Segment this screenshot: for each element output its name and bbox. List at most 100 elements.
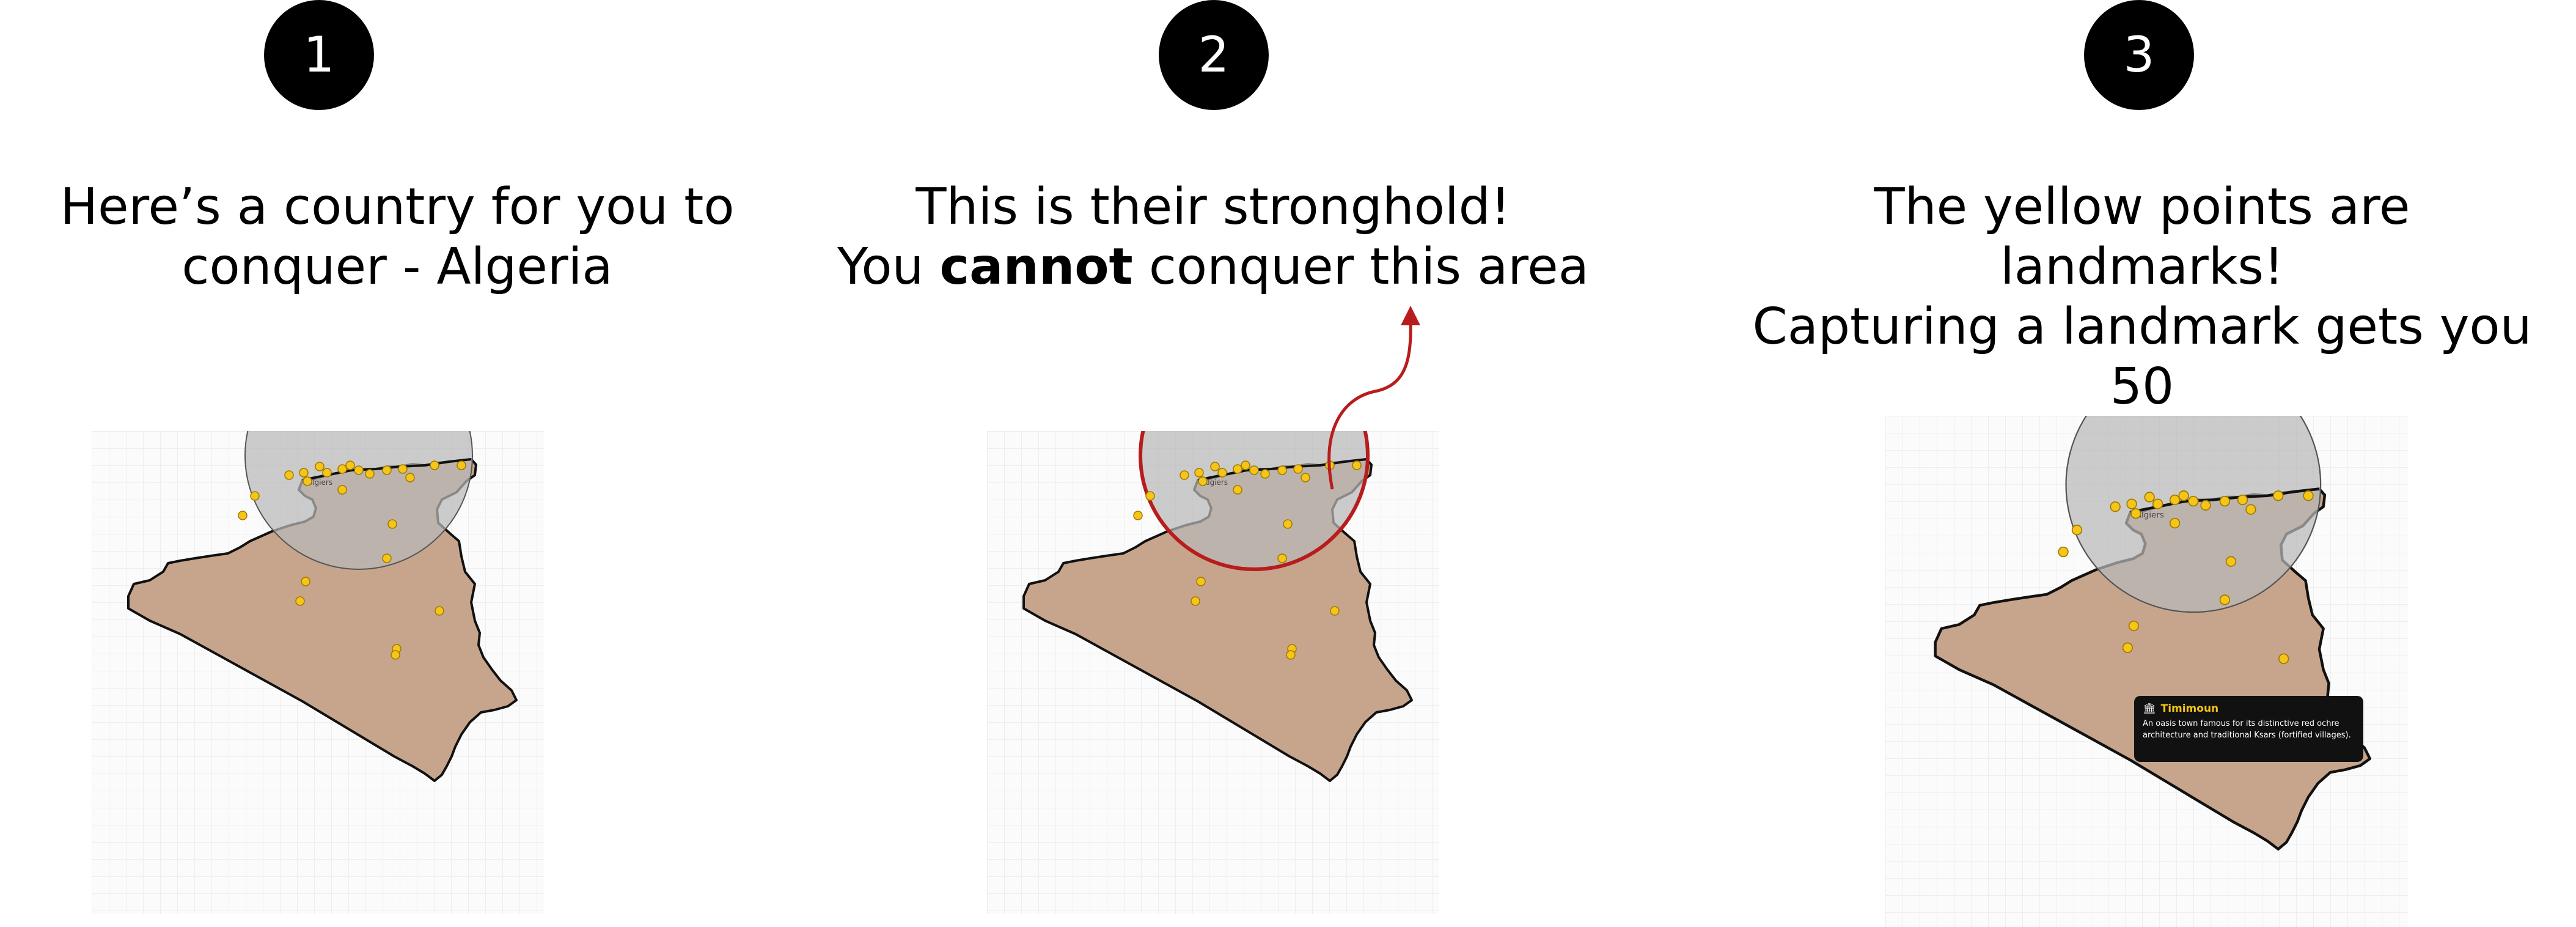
step-badge-1: 1 — [264, 0, 374, 110]
landmark-point — [430, 460, 439, 470]
landmark-point — [365, 469, 375, 479]
landmark-point — [2273, 490, 2284, 501]
arrow-line — [1327, 317, 1412, 490]
landmark-point — [2200, 500, 2211, 511]
landmark-point — [1196, 577, 1206, 586]
capital-label: Algiers — [307, 478, 332, 487]
landmark-point — [2152, 498, 2163, 509]
landmark-point — [1301, 473, 1310, 482]
landmark-point — [405, 473, 415, 482]
landmark-point — [238, 511, 248, 520]
landmark-point — [1233, 485, 1242, 495]
landmark-point — [1283, 519, 1293, 529]
landmark-point — [2128, 620, 2140, 632]
landmark-point — [1194, 468, 1204, 478]
landmark-point — [2245, 504, 2256, 515]
landmark-point — [1198, 476, 1208, 486]
capital-label: Algiers — [2136, 511, 2164, 520]
landmark-point — [354, 465, 364, 475]
landmark-point — [2110, 501, 2121, 512]
landmark-point — [1277, 465, 1287, 475]
landmark-point — [435, 606, 444, 616]
landmark-point — [301, 577, 310, 586]
landmark-point — [1145, 491, 1155, 501]
landmark-point — [1352, 460, 1362, 470]
landmark-point — [2126, 498, 2137, 509]
step-2-caption-post: conquer this area — [1132, 238, 1589, 296]
landmark-point — [315, 462, 325, 471]
step-2-caption-line-1: This is their stronghold! — [916, 178, 1511, 236]
step-badge-2: 2 — [1159, 0, 1269, 110]
landmark-point — [387, 519, 397, 529]
landmark-point — [2219, 496, 2231, 507]
map-panel-1: Algiers — [92, 431, 544, 914]
landmark-point — [1260, 469, 1270, 479]
tooltip-title-row: 🏛 Timimoun — [2143, 702, 2355, 715]
stronghold-area — [2065, 416, 2322, 613]
step-2-caption: This is their stronghold! You cannot con… — [816, 177, 1610, 297]
step-1-caption: Here’s a country for you to conquer - Al… — [0, 177, 794, 297]
map-layer: Algiers — [1022, 431, 1413, 782]
landmark-point — [2169, 494, 2181, 506]
map-svg: Algiers — [127, 431, 518, 782]
landmark-point — [2071, 525, 2083, 536]
landmark-point — [2225, 556, 2237, 567]
landmark-point — [2219, 594, 2231, 605]
step-1-caption-line-2: conquer - Algeria — [182, 238, 613, 296]
museum-icon: 🏛 — [2143, 703, 2156, 715]
step-3-caption-line-2: Capturing a landmark gets you 50 — [1752, 298, 2532, 416]
step-badge-3: 3 — [2084, 0, 2194, 110]
landmark-tooltip: 🏛 Timimoun An oasis town famous for its d… — [2134, 696, 2363, 762]
landmark-point — [2303, 490, 2314, 501]
landmark-point — [1210, 462, 1220, 471]
landmark-point — [1133, 511, 1143, 520]
landmark-point — [391, 650, 400, 660]
landmark-point — [2237, 494, 2248, 506]
landmark-point — [457, 460, 466, 470]
tooltip-description: An oasis town famous for its distinctive… — [2143, 719, 2351, 740]
landmark-point — [337, 485, 347, 495]
stronghold-highlight-ring — [1139, 431, 1370, 571]
landmark-point — [2278, 653, 2289, 664]
landmark-point — [345, 460, 355, 470]
landmark-point — [382, 465, 392, 475]
landmark-point — [1286, 650, 1296, 660]
step-3-caption-line-1: The yellow points are landmarks! — [1874, 178, 2410, 296]
landmark-point — [1249, 465, 1259, 475]
landmark-point — [2122, 642, 2134, 654]
landmark-point — [2178, 490, 2189, 501]
landmark-point — [1277, 553, 1287, 563]
step-2-caption-pre: You — [837, 238, 940, 296]
map-panel-3: Algiers — [1885, 416, 2408, 927]
map-svg: Algiers — [1022, 431, 1413, 782]
landmark-point — [295, 596, 305, 606]
landmark-point — [250, 491, 260, 501]
landmark-point — [322, 468, 332, 478]
landmark-point — [1233, 464, 1242, 474]
step-1-caption-line-1: Here’s a country for you to — [60, 178, 735, 236]
map-layer: Algiers — [127, 431, 518, 782]
landmark-point — [284, 470, 294, 480]
landmark-point — [1293, 464, 1303, 474]
landmark-point — [1330, 606, 1340, 616]
landmark-point — [1180, 470, 1189, 480]
landmark-point — [382, 553, 392, 563]
landmark-point — [1191, 596, 1200, 606]
stronghold-arrow — [1327, 306, 1420, 490]
map-svg: Algiers — [1934, 416, 2372, 851]
landmark-point — [303, 476, 312, 486]
landmark-point — [299, 468, 309, 478]
landmark-point — [1217, 468, 1227, 478]
step-2-caption-emphasis: cannot — [939, 238, 1133, 296]
landmark-point — [2169, 517, 2181, 529]
landmark-point — [2144, 492, 2155, 503]
landmark-point — [398, 464, 408, 474]
landmark-point — [2058, 546, 2069, 558]
landmark-point — [1241, 460, 1250, 470]
tooltip-title: Timimoun — [2160, 703, 2219, 715]
arrow-head — [1401, 306, 1420, 325]
map-panel-2: Algiers — [987, 431, 1439, 914]
map-layer: Algiers — [1934, 416, 2372, 851]
landmark-point — [2188, 496, 2199, 507]
landmark-point — [337, 464, 347, 474]
